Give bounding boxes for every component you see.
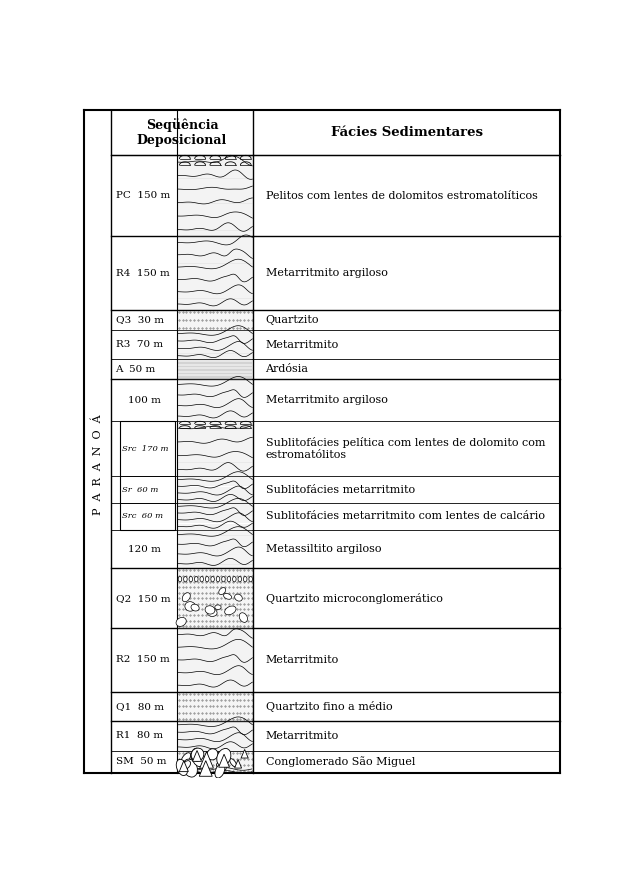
Polygon shape	[241, 749, 248, 758]
Text: SM  50 m: SM 50 m	[116, 758, 166, 766]
Text: Q2  150 m: Q2 150 m	[116, 593, 170, 603]
Text: PC  150 m: PC 150 m	[116, 191, 170, 200]
Text: Quartzito fino a médio: Quartzito fino a médio	[265, 701, 392, 711]
Ellipse shape	[214, 605, 221, 609]
Text: R2  150 m: R2 150 m	[116, 656, 169, 664]
Text: Pelitos com lentes de dolomitos estromatolíticos: Pelitos com lentes de dolomitos estromat…	[265, 191, 537, 201]
Ellipse shape	[191, 748, 204, 761]
Bar	[177, 691, 253, 721]
Ellipse shape	[225, 606, 236, 614]
Ellipse shape	[215, 764, 225, 778]
Ellipse shape	[192, 748, 204, 766]
Ellipse shape	[223, 593, 231, 600]
Polygon shape	[219, 754, 230, 767]
Ellipse shape	[189, 577, 192, 582]
Text: Quartzito: Quartzito	[265, 315, 319, 325]
Text: Sublitofácies metarritmito: Sublitofácies metarritmito	[265, 484, 415, 495]
Ellipse shape	[200, 577, 204, 582]
Text: Src  170 m: Src 170 m	[122, 445, 169, 453]
Text: Sublitofácies metarritmito com lentes de calcário: Sublitofácies metarritmito com lentes de…	[265, 511, 545, 521]
Ellipse shape	[235, 594, 242, 601]
Ellipse shape	[230, 759, 237, 766]
Ellipse shape	[243, 577, 247, 582]
Ellipse shape	[217, 748, 231, 766]
Ellipse shape	[183, 760, 198, 777]
Ellipse shape	[182, 593, 191, 601]
Text: A  50 m: A 50 m	[116, 364, 156, 374]
Text: Ardósia: Ardósia	[265, 364, 309, 374]
Ellipse shape	[221, 577, 225, 582]
Polygon shape	[192, 751, 201, 761]
Text: Q1  80 m: Q1 80 m	[116, 702, 164, 711]
Ellipse shape	[207, 608, 217, 616]
Ellipse shape	[233, 577, 236, 582]
Text: Metarritmito argiloso: Metarritmito argiloso	[265, 395, 387, 406]
Text: R3  70 m: R3 70 m	[116, 340, 163, 349]
Polygon shape	[179, 760, 188, 772]
Ellipse shape	[206, 577, 209, 582]
Bar	[177, 310, 253, 329]
Text: Quartzito microconglomerático: Quartzito microconglomerático	[265, 593, 442, 604]
Bar	[177, 751, 253, 773]
Ellipse shape	[217, 753, 228, 764]
Text: Sublitofácies pelítica com lentes de dolomito com
estromatólitos: Sublitofácies pelítica com lentes de dol…	[265, 438, 545, 460]
Text: Seqüência
Deposicional: Seqüência Deposicional	[137, 118, 227, 147]
Ellipse shape	[207, 749, 218, 760]
Ellipse shape	[191, 604, 199, 611]
Ellipse shape	[184, 577, 187, 582]
Text: Metassiltito argiloso: Metassiltito argiloso	[265, 544, 381, 554]
Polygon shape	[199, 752, 213, 768]
Ellipse shape	[183, 760, 191, 769]
Ellipse shape	[176, 617, 186, 627]
Ellipse shape	[238, 577, 242, 582]
Ellipse shape	[194, 760, 204, 768]
Ellipse shape	[216, 762, 226, 771]
Ellipse shape	[191, 751, 200, 761]
Ellipse shape	[227, 577, 231, 582]
Ellipse shape	[216, 577, 220, 582]
Bar	[120, 421, 175, 530]
Ellipse shape	[211, 577, 214, 582]
Ellipse shape	[178, 577, 182, 582]
Text: Metarritmito: Metarritmito	[265, 655, 339, 665]
Polygon shape	[235, 760, 242, 768]
Text: R4  150 m: R4 150 m	[116, 268, 169, 278]
Text: 100 m: 100 m	[128, 396, 160, 405]
Ellipse shape	[181, 753, 191, 764]
Polygon shape	[199, 760, 212, 776]
Bar	[177, 568, 253, 628]
Text: R1  80 m: R1 80 m	[116, 732, 163, 740]
Text: Sr  60 m: Sr 60 m	[122, 486, 159, 494]
Text: P  A  R  A  N  O  Á: P A R A N O Á	[92, 414, 103, 515]
Ellipse shape	[176, 760, 187, 775]
Text: Metarritmito argiloso: Metarritmito argiloso	[265, 268, 387, 278]
Text: Q3  30 m: Q3 30 m	[116, 316, 164, 324]
Text: Metarritmito: Metarritmito	[265, 340, 339, 350]
Text: 120 m: 120 m	[128, 545, 160, 553]
Ellipse shape	[194, 577, 198, 582]
Ellipse shape	[219, 587, 226, 594]
Text: Metarritmito: Metarritmito	[265, 731, 339, 741]
Ellipse shape	[205, 606, 215, 614]
Text: Conglomerado São Miguel: Conglomerado São Miguel	[265, 757, 415, 767]
Text: Src  60 m: Src 60 m	[122, 512, 163, 520]
Ellipse shape	[239, 613, 247, 622]
Ellipse shape	[249, 577, 252, 582]
Ellipse shape	[185, 601, 196, 611]
Text: Fácies Sedimentares: Fácies Sedimentares	[331, 126, 483, 139]
